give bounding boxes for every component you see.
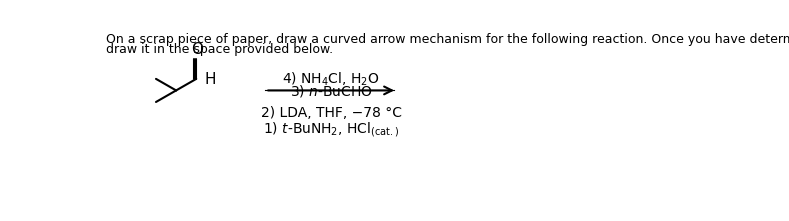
Text: 4) NH$_4$Cl, H$_2$O: 4) NH$_4$Cl, H$_2$O [282,70,380,88]
Text: 3) $\it{n}$-BuCHO: 3) $\it{n}$-BuCHO [290,83,372,99]
Text: 2) LDA, THF, −78 °C: 2) LDA, THF, −78 °C [260,106,402,120]
Text: 1) $\it{t}$-BuNH$_2$, HCl$_{\rm(cat.)}$: 1) $\it{t}$-BuNH$_2$, HCl$_{\rm(cat.)}$ [263,120,399,139]
Text: draw it in the space provided below.: draw it in the space provided below. [107,43,334,56]
Text: H: H [205,72,216,87]
Text: O: O [191,42,203,57]
Text: On a scrap piece of paper, draw a curved arrow mechanism for the following react: On a scrap piece of paper, draw a curved… [107,33,789,46]
